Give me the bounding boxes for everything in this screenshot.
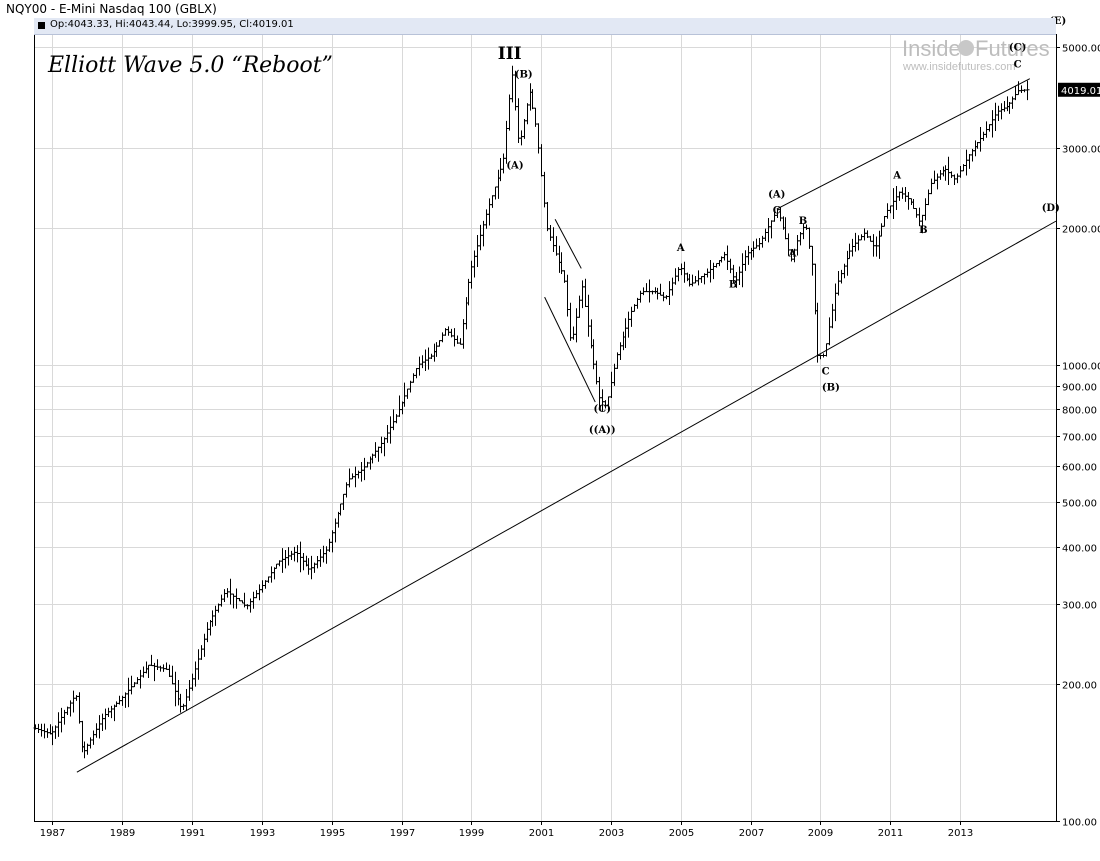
wave-label: (C) <box>594 404 611 415</box>
y-tick-label: 100.00 <box>1062 818 1097 829</box>
y-tick-label: 2000.00 <box>1062 225 1100 236</box>
wave-label: A <box>892 170 901 181</box>
wave-label: A <box>676 243 685 254</box>
y-tick-label: 600.00 <box>1062 463 1097 474</box>
wedge-upper <box>554 218 582 269</box>
wave-label: B <box>799 216 807 227</box>
last-price-flag: 4019.01 <box>1058 82 1100 97</box>
y-tick-label: 3000.00 <box>1062 145 1100 156</box>
x-tick-label: 1997 <box>390 828 415 839</box>
y-tick-label: 1000.00 <box>1062 362 1100 373</box>
wave-labels: III (B) (A) (C) ((A)) A B (A) C A B C (B) A B (C) C (D) (E… <box>498 16 1067 436</box>
x-tick-label: 1989 <box>110 828 135 839</box>
wave-label: (A) <box>768 190 785 201</box>
grid-lines <box>35 35 1056 822</box>
wave-label: (A) <box>506 161 523 172</box>
x-tick-label: 1987 <box>40 828 65 839</box>
watermark: Inside Futures www.insidefutures.com <box>902 36 1050 73</box>
lower-trendline <box>76 220 1057 773</box>
watermark-brand-a: Inside <box>902 36 961 61</box>
upper-trendline <box>776 78 1031 210</box>
x-tick-label: 2001 <box>529 828 554 839</box>
last-price-value: 4019.01 <box>1061 86 1100 97</box>
x-tick-label: 2011 <box>878 828 903 839</box>
wave-label: (B) <box>822 382 840 393</box>
y-tick-label: 300.00 <box>1062 601 1097 612</box>
x-tick-label: 2007 <box>739 828 764 839</box>
ohlc-bars <box>33 65 1030 759</box>
y-tick-label: 5000.00 <box>1062 44 1100 55</box>
x-tick-label: 2009 <box>808 828 833 839</box>
wave-label: A <box>788 249 797 260</box>
x-tick-label: 2013 <box>948 828 973 839</box>
y-tick-label: 800.00 <box>1062 406 1097 417</box>
x-tick-label: 1999 <box>459 828 484 839</box>
ohlc-info-bar: Op:4043.33, Hi:4043.44, Lo:3999.95, Cl:4… <box>34 18 1056 35</box>
chart-title: NQY00 - E-Mini Nasdaq 100 (GBLX) <box>6 2 217 16</box>
x-axis: 1987 1989 1991 1993 1995 1997 1999 2001 2003 2005… <box>40 821 973 839</box>
x-tick-label: 1993 <box>250 828 275 839</box>
series-marker-icon <box>38 22 45 29</box>
wave-label: (E) <box>1049 16 1066 27</box>
watermark-brand-b: Futures <box>975 36 1050 61</box>
x-tick-label: 2003 <box>599 828 624 839</box>
plot-border <box>34 34 1057 822</box>
trend-lines <box>76 78 1057 773</box>
wave-label: C <box>1014 59 1022 70</box>
y-tick-label: 200.00 <box>1062 681 1097 692</box>
wave-label: B <box>729 280 737 291</box>
watermark-url: www.insidefutures.com <box>902 61 1016 73</box>
wedge-lower <box>544 296 596 403</box>
y-tick-label: 900.00 <box>1062 383 1097 394</box>
wave-label: III <box>498 44 522 64</box>
wave-label: C <box>822 366 830 377</box>
wave-label: B <box>919 225 927 236</box>
x-tick-label: 1995 <box>320 828 345 839</box>
y-tick-label: 500.00 <box>1062 499 1097 510</box>
wave-label: (C) <box>1009 43 1026 54</box>
ohlc-values: Op:4043.33, Hi:4043.44, Lo:3999.95, Cl:4… <box>50 19 294 30</box>
wave-label: (D) <box>1042 203 1060 214</box>
y-tick-label: 700.00 <box>1062 433 1097 444</box>
x-tick-label: 2005 <box>669 828 694 839</box>
wave-label: C <box>773 206 781 217</box>
globe-icon <box>958 40 974 56</box>
y-tick-label: 400.00 <box>1062 544 1097 555</box>
wave-label: (B) <box>515 69 533 80</box>
x-tick-label: 1991 <box>180 828 205 839</box>
y-axis: 5000.00 3000.00 2000.00 1000.00 900.00 800.00… <box>1056 44 1100 829</box>
annotation-title: Elliott Wave 5.0 “Reboot” <box>47 53 333 78</box>
wave-label: ((A)) <box>589 425 616 436</box>
